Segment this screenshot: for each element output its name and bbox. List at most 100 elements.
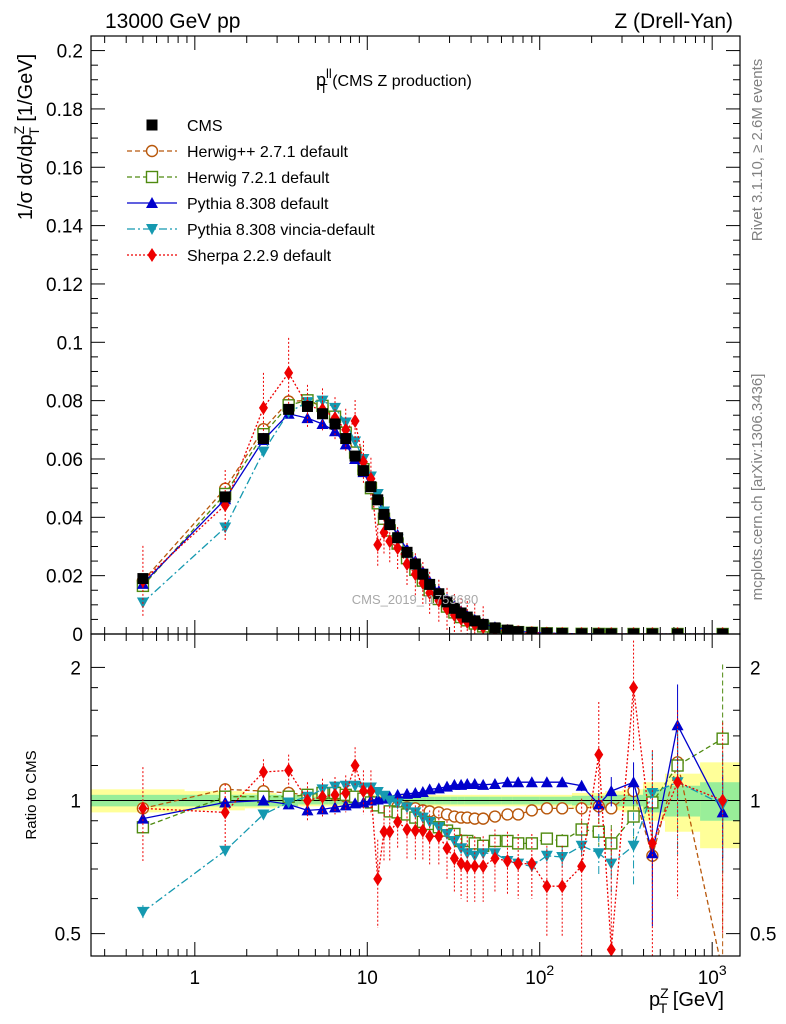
ratio-ytick-label-right: 2 (750, 658, 761, 679)
data-point (329, 418, 341, 430)
data-point (717, 628, 729, 634)
main-ylabel-sub: T (26, 127, 42, 136)
data-point (258, 400, 268, 415)
xtick-base: 1 (190, 968, 201, 989)
data-point (501, 624, 513, 634)
rivet-version-label: Rivet 3.1.10, ≥ 2.6M events (749, 59, 766, 242)
ratio-point (449, 851, 459, 866)
main-ytick-label: 0.08 (46, 392, 83, 413)
data-point (477, 618, 489, 630)
ratio-series-herwig-7-2-1-default (136, 664, 729, 864)
ratio-axis-ticks: 0.5 0.51 12 21 10 102 103 (55, 634, 776, 989)
ratio-point (373, 871, 383, 886)
ratio-panel: 0.5 0.51 12 21 10 102 103 Ratio to CMS pZ T [Ge… (23, 633, 776, 1016)
data-point (401, 546, 413, 558)
ratio-point (136, 812, 149, 824)
main-series-group (136, 337, 729, 634)
data-point (372, 494, 384, 506)
ratio-point (627, 776, 640, 788)
main-ylabel-sup: Z (11, 125, 27, 134)
legend-marker (146, 224, 158, 235)
ratio-point (385, 824, 395, 839)
analysis-watermark: CMS_2019_I1753680 (352, 592, 479, 607)
ratio-point (511, 808, 525, 821)
xtick-exponent: 2 (546, 962, 554, 978)
data-point (340, 433, 352, 445)
ratio-ytick-label: 2 (70, 658, 81, 679)
data-point (417, 568, 429, 580)
xtick-base: 10 (357, 968, 378, 989)
data-point (424, 578, 436, 590)
main-title-p: p (316, 70, 326, 90)
ratio-point (540, 802, 554, 815)
ratio-point (418, 823, 428, 838)
legend-label: Herwig++ 2.7.1 default (187, 144, 349, 161)
data-point (469, 615, 481, 627)
legend-label: Sherpa 2.2.9 default (187, 248, 332, 265)
ratio-point (477, 778, 490, 790)
ratio-point (377, 790, 390, 802)
legend-item-cms: CMS (146, 118, 223, 135)
data-point (385, 534, 395, 549)
ratio-point (402, 822, 412, 837)
ratio-point (423, 816, 436, 828)
ratio-point (442, 841, 452, 856)
main-title-rest: (CMS Z production) (328, 73, 472, 90)
legend-label: Pythia 8.308 default (187, 196, 329, 213)
legend: CMS Herwig++ 2.7.1 default Herwig 7.2.1 de… (127, 118, 375, 265)
ratio-point (501, 808, 514, 821)
data-point (441, 596, 453, 608)
ratio-point (540, 832, 554, 845)
ratio-point (330, 787, 340, 802)
main-ytick-label: 0.16 (46, 158, 83, 179)
main-y-axis-label: 1/σ dσ/dpZT [1/GeV] (11, 54, 42, 220)
x-axis-label: pZ T [GeV] (649, 985, 724, 1016)
data-point (489, 622, 501, 634)
main-ytick-label: 0.2 (57, 42, 83, 63)
ratio-point (410, 823, 420, 838)
ratio-point (488, 810, 502, 823)
data-point (593, 628, 605, 634)
ratio-series-sherpa-2-2-9-default (138, 640, 728, 956)
ratio-frame (90, 633, 741, 957)
ratio-point (468, 850, 481, 862)
xlabel-sup: Z (660, 985, 669, 1001)
ratio-point (317, 789, 327, 804)
ratio-point (220, 805, 230, 820)
main-ytick-label: 0.04 (46, 508, 83, 529)
ratio-point (488, 834, 502, 848)
ratio-point (488, 777, 501, 789)
ratio-point (349, 797, 362, 809)
header-collision: 13000 GeV pp (105, 10, 240, 33)
ratio-point (409, 807, 422, 819)
ratio-point (383, 795, 396, 807)
ratio-point (391, 798, 404, 810)
ratio-point (673, 775, 683, 790)
ratio-point (478, 859, 488, 874)
ratio-point (512, 776, 525, 788)
xlabel-unit: [GeV] (667, 989, 724, 1011)
ratio-point (350, 758, 360, 773)
ratio-point (513, 856, 523, 871)
data-point (257, 433, 269, 445)
ratio-point (540, 850, 553, 862)
ratio-point (401, 787, 414, 799)
main-ytick-label: 0.02 (46, 567, 83, 588)
data-point (461, 611, 473, 623)
data-point (448, 602, 460, 614)
ratio-point (605, 785, 618, 797)
main-plot-title: pll T (CMS Z production) (316, 66, 472, 96)
ratio-point (605, 858, 618, 870)
ratio-series-herwig-2-7-1-default (136, 740, 724, 956)
ratio-point (627, 840, 640, 852)
ratio-point (284, 763, 294, 778)
ratio-point (468, 777, 481, 789)
data-point (137, 573, 149, 585)
xtick-base: 10 (698, 968, 719, 989)
data-point (393, 540, 403, 555)
ratio-point (527, 856, 537, 871)
ratio-point (371, 787, 384, 799)
ratio-point (592, 848, 605, 860)
ratio-point (540, 776, 553, 788)
ratio-point (555, 802, 569, 815)
